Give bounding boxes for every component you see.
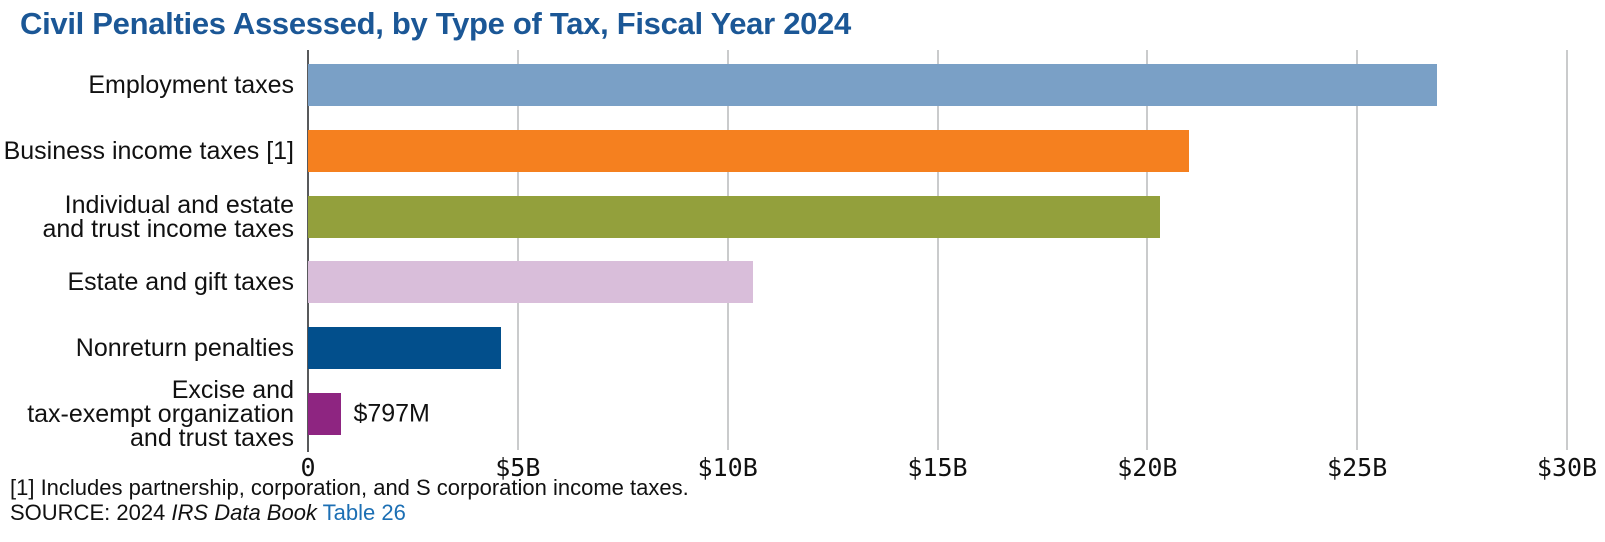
bar: [308, 195, 1160, 238]
gridline: [1566, 50, 1568, 450]
x-tick-label: $25B: [1327, 453, 1388, 482]
category-label: Excise and tax-exempt organization and t…: [27, 376, 294, 452]
x-tick-label: $10B: [697, 453, 758, 482]
source-prefix: SOURCE: 2024: [10, 500, 166, 525]
x-axis-labels: 0 $5B $10B $15B $20B $25B $30B: [300, 453, 1597, 482]
source-publication: IRS Data Book: [171, 500, 317, 525]
category-label: Individual and estate and trust income t…: [42, 190, 294, 243]
bar: [308, 261, 753, 304]
gridline: [726, 50, 729, 450]
x-tick-label: $15B: [907, 453, 968, 482]
y-axis-line: [307, 50, 309, 452]
x-tick-label: $20B: [1117, 453, 1178, 482]
footnote-1: [1] Includes partnership, corporation, a…: [10, 475, 689, 500]
bar: $797M: [308, 393, 430, 435]
plot-area: $797M: [308, 50, 1568, 450]
x-tick-label: $30B: [1536, 453, 1598, 482]
bar: [308, 327, 502, 370]
gridline: [1356, 50, 1359, 450]
source-table-link[interactable]: Table 26: [322, 500, 406, 525]
category-label: Business income taxes [1]: [3, 136, 294, 165]
footnotes: [1] Includes partnership, corporation, a…: [10, 475, 689, 525]
category-label: Employment taxes: [88, 71, 294, 99]
bar: [308, 64, 1437, 106]
x-tick-label: 0: [300, 453, 316, 482]
category-labels: Employment taxes Business income taxes [1…: [0, 50, 294, 452]
category-label: Nonreturn penalties: [75, 334, 294, 363]
gridline: [1146, 50, 1149, 450]
chart-title: Civil Penalties Assessed, by Type of Tax…: [20, 6, 851, 41]
bar: [308, 129, 1190, 172]
source-line: SOURCE: 2024 IRS Data Book Table 26: [10, 500, 689, 525]
x-tick-label: $5B: [495, 453, 541, 482]
gridline: [936, 50, 939, 450]
gridline: [516, 50, 519, 450]
bar-value-label: $797M: [353, 399, 430, 428]
category-label: Estate and gift taxes: [67, 268, 294, 297]
